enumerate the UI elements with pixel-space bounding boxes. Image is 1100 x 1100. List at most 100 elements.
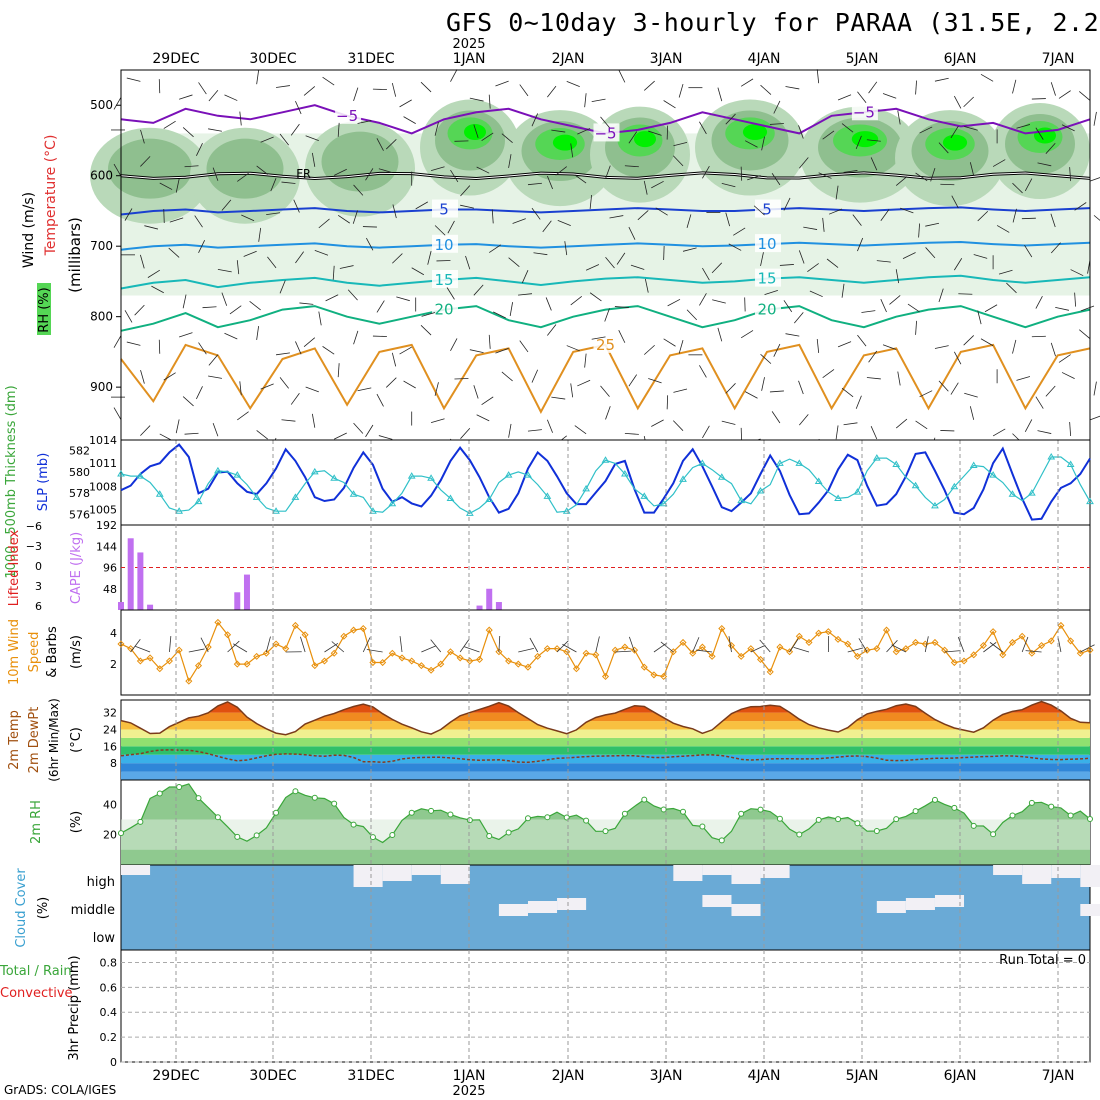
wind-barb bbox=[803, 226, 818, 230]
wind-barb bbox=[783, 300, 793, 313]
wind-point bbox=[175, 646, 183, 654]
ylabel-cloud-units: (%) bbox=[36, 897, 51, 920]
wind-barb bbox=[476, 414, 490, 422]
wind-barb bbox=[113, 163, 122, 177]
ylabel-dewpt: 2m DewPt bbox=[27, 707, 42, 774]
wind-barb bbox=[852, 214, 862, 226]
wind-barb bbox=[779, 264, 794, 266]
cloud-clear-high bbox=[1051, 865, 1081, 878]
thickness-point bbox=[485, 495, 494, 502]
wind-barb-10m bbox=[529, 637, 539, 653]
wind-barb bbox=[124, 310, 133, 323]
wind-point bbox=[640, 663, 648, 671]
wind-barb bbox=[1079, 91, 1091, 101]
wind-barb-10m bbox=[362, 637, 371, 653]
wind-frame bbox=[120, 609, 1091, 696]
wind-barb bbox=[279, 133, 289, 146]
isotherm-5 bbox=[120, 206, 1091, 216]
wind-barb bbox=[591, 336, 606, 340]
wind-barb bbox=[198, 342, 207, 355]
wind-barb bbox=[521, 269, 529, 284]
isotherm-label-bg bbox=[335, 105, 362, 124]
wind-barb bbox=[809, 290, 823, 298]
wind-point bbox=[970, 651, 978, 659]
wind-barb bbox=[773, 100, 781, 114]
wind-barb bbox=[930, 167, 936, 182]
wind-point bbox=[291, 621, 299, 629]
wind-barb bbox=[868, 81, 878, 94]
wind-barb bbox=[637, 210, 649, 221]
wind-point bbox=[989, 628, 997, 636]
wind-barb bbox=[481, 396, 494, 406]
wind-barb bbox=[208, 375, 222, 379]
wind-barb bbox=[925, 222, 940, 227]
rh2m-point bbox=[796, 831, 803, 838]
wind-barb bbox=[229, 305, 242, 315]
wind-barb bbox=[570, 383, 574, 398]
footer-credit: GrADS: COLA/IGES bbox=[4, 1083, 117, 1097]
wind-point bbox=[999, 651, 1007, 659]
wind-barb bbox=[337, 122, 340, 137]
wind-barb bbox=[837, 94, 852, 101]
wind-barb bbox=[446, 287, 455, 300]
wind-barb bbox=[673, 388, 688, 393]
wind-point bbox=[117, 640, 125, 648]
wind-barb bbox=[771, 411, 781, 424]
wind-point bbox=[1057, 621, 1065, 629]
year-top-label: 2025 bbox=[452, 37, 485, 52]
rh2m-point bbox=[621, 810, 628, 817]
thickness-point bbox=[524, 471, 532, 478]
wind-barb-10m bbox=[750, 644, 766, 653]
wind-barb bbox=[208, 354, 219, 366]
wind-barb bbox=[531, 369, 539, 383]
wind-barb bbox=[785, 333, 800, 337]
wind-barb bbox=[126, 341, 141, 346]
wind-point bbox=[1038, 642, 1046, 650]
wind-barb bbox=[509, 302, 513, 316]
wind-point bbox=[330, 649, 338, 657]
wind-barb-10m bbox=[660, 641, 674, 653]
wind-barb bbox=[855, 395, 862, 409]
wind-barb bbox=[295, 341, 302, 355]
wind-barb bbox=[889, 295, 901, 305]
thickness-point bbox=[407, 472, 416, 479]
rh2m-point bbox=[583, 817, 590, 824]
wind-speed-line bbox=[120, 621, 1091, 683]
rh-area-dark bbox=[108, 138, 192, 199]
wind-point bbox=[437, 660, 445, 668]
wind-barb bbox=[495, 80, 509, 87]
wind-barb bbox=[140, 129, 145, 144]
wind-barb bbox=[169, 217, 184, 223]
cape-tick: 48 bbox=[103, 583, 117, 596]
wind-point bbox=[660, 672, 668, 680]
wind-barb bbox=[352, 210, 358, 224]
cape-bar bbox=[486, 588, 493, 610]
rh-area-bright bbox=[851, 131, 879, 148]
temperature-band bbox=[121, 771, 1090, 780]
wind-barb bbox=[399, 99, 412, 108]
wind-barb-10m bbox=[886, 640, 898, 653]
ylabel-minmax: (6hr Min/Max) bbox=[47, 698, 61, 782]
wind-barb bbox=[574, 425, 587, 435]
isotherm-label: 20 bbox=[434, 301, 453, 319]
wind-barb bbox=[950, 125, 959, 139]
wind-barb bbox=[542, 220, 552, 233]
wind-barb bbox=[551, 129, 566, 133]
wind-barb bbox=[785, 86, 800, 90]
wind-barb bbox=[434, 122, 439, 136]
isotherm-label-bg bbox=[432, 234, 458, 253]
wind-barb bbox=[1069, 167, 1072, 182]
wind-barb bbox=[366, 237, 374, 251]
rh-area-bright bbox=[552, 134, 578, 151]
wind-barb-10m bbox=[331, 641, 345, 653]
rh2m-point bbox=[524, 815, 531, 822]
wind-barb bbox=[182, 294, 187, 309]
wind-point bbox=[882, 626, 891, 634]
thickness-line bbox=[120, 456, 1091, 514]
wind-barb bbox=[907, 303, 920, 313]
wind-barb bbox=[430, 418, 445, 424]
temperature-band bbox=[121, 754, 1090, 764]
wind-point bbox=[379, 659, 387, 667]
wind-barb bbox=[1037, 430, 1052, 434]
wind-barb bbox=[275, 85, 290, 88]
